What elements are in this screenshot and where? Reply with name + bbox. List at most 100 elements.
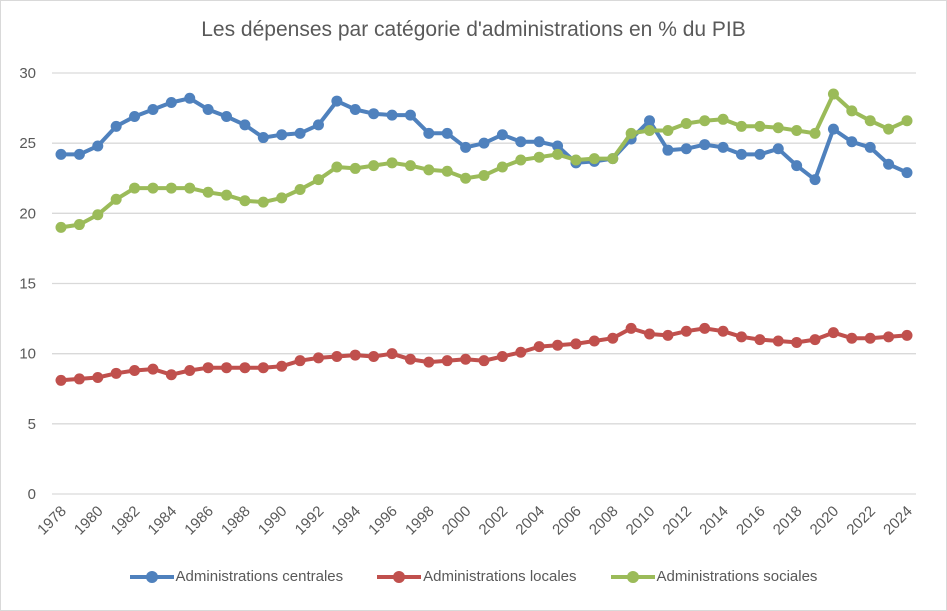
x-tick-label: 1986 xyxy=(181,503,217,539)
legend-item-centrales: Administrations centrales xyxy=(129,568,344,585)
data-point xyxy=(368,350,380,362)
data-point xyxy=(680,118,692,130)
data-point xyxy=(717,113,729,125)
data-point xyxy=(809,127,821,139)
legend: Administrations centrales Administration… xyxy=(0,568,947,585)
data-point xyxy=(570,338,582,350)
data-point xyxy=(184,365,196,377)
y-tick-label: 5 xyxy=(28,416,36,433)
x-tick-label: 2024 xyxy=(880,503,916,539)
x-tick-label: 2010 xyxy=(623,503,659,539)
x-tick-label: 2016 xyxy=(733,503,769,539)
data-point xyxy=(257,196,269,208)
data-point xyxy=(276,360,288,372)
x-tick-label: 1994 xyxy=(328,503,364,539)
data-point xyxy=(110,193,122,205)
data-point xyxy=(791,160,803,172)
y-tick-label: 0 xyxy=(28,486,36,503)
x-tick-label: 1998 xyxy=(402,503,438,539)
data-point xyxy=(73,148,85,160)
x-tick-label: 2014 xyxy=(696,503,732,539)
data-point xyxy=(496,129,508,141)
data-point xyxy=(441,127,453,139)
x-tick-label: 2006 xyxy=(549,503,585,539)
data-point xyxy=(478,355,490,367)
data-point xyxy=(239,119,251,131)
x-tick-label: 1978 xyxy=(34,503,70,539)
data-point xyxy=(772,143,784,155)
data-point xyxy=(147,182,159,194)
data-point xyxy=(165,369,177,381)
x-axis-ticks: 1978 1980 1982 1984 1986 1988 1990 1992 1994 1996… xyxy=(34,503,916,539)
data-point xyxy=(515,136,527,148)
data-point xyxy=(772,335,784,347)
data-point xyxy=(165,182,177,194)
data-point xyxy=(423,164,435,176)
data-point xyxy=(55,221,67,233)
data-point xyxy=(239,362,251,374)
data-point xyxy=(460,141,472,153)
data-point xyxy=(294,127,306,139)
data-point xyxy=(349,103,361,115)
series-group xyxy=(55,88,913,386)
legend-marker-centrales xyxy=(129,570,174,583)
y-axis-ticks: 0 5 10 15 20 25 30 xyxy=(19,65,36,503)
data-point xyxy=(404,160,416,172)
data-point xyxy=(202,103,214,115)
legend-item-sociales: Administrations sociales xyxy=(610,568,817,585)
data-point xyxy=(625,322,637,334)
x-tick-label: 1984 xyxy=(145,503,181,539)
data-point xyxy=(386,157,398,169)
data-point xyxy=(202,362,214,374)
data-point xyxy=(110,367,122,379)
data-point xyxy=(864,332,876,344)
data-point xyxy=(349,162,361,174)
data-point xyxy=(110,120,122,132)
data-point xyxy=(901,115,913,127)
data-point xyxy=(588,335,600,347)
data-point xyxy=(717,141,729,153)
data-point xyxy=(607,153,619,165)
data-point xyxy=(294,183,306,195)
data-point xyxy=(754,120,766,132)
data-point xyxy=(809,174,821,186)
data-point xyxy=(312,119,324,131)
x-tick-label: 2004 xyxy=(512,503,548,539)
data-point xyxy=(533,136,545,148)
data-point xyxy=(533,341,545,353)
x-tick-label: 1980 xyxy=(71,503,107,539)
data-point xyxy=(129,365,141,377)
data-point xyxy=(515,346,527,358)
data-point xyxy=(441,165,453,177)
data-point xyxy=(257,362,269,374)
data-point xyxy=(680,143,692,155)
data-point xyxy=(552,339,564,351)
data-point xyxy=(184,92,196,104)
data-point xyxy=(644,328,656,340)
data-point xyxy=(92,372,104,384)
data-point xyxy=(147,363,159,375)
data-point xyxy=(368,160,380,172)
data-point xyxy=(331,161,343,173)
data-point xyxy=(588,153,600,165)
data-point xyxy=(809,334,821,346)
data-point xyxy=(147,103,159,115)
data-point xyxy=(441,355,453,367)
data-point xyxy=(680,325,692,337)
data-point xyxy=(827,327,839,339)
data-point xyxy=(644,115,656,127)
data-point xyxy=(331,350,343,362)
data-point xyxy=(276,129,288,141)
legend-marker-sociales xyxy=(610,570,655,583)
data-point xyxy=(331,95,343,107)
data-point xyxy=(864,115,876,127)
legend-marker-locales xyxy=(377,570,422,583)
x-tick-label: 2018 xyxy=(770,503,806,539)
data-point xyxy=(312,352,324,364)
data-point xyxy=(699,322,711,334)
data-point xyxy=(735,148,747,160)
legend-label: Administrations centrales xyxy=(175,568,344,585)
data-point xyxy=(184,182,196,194)
